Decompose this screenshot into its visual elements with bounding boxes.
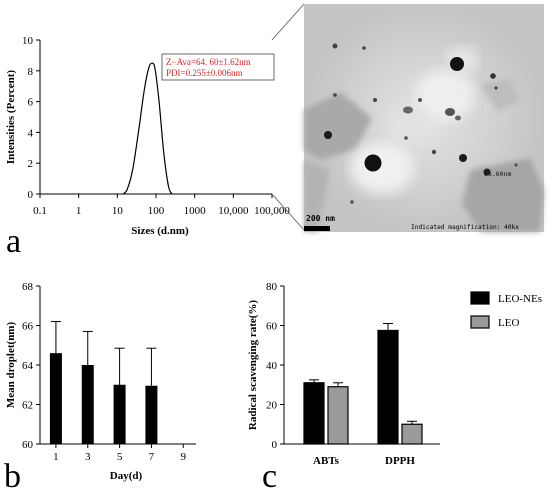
panel-label-a: a xyxy=(6,223,21,260)
y-tick-label: 0 xyxy=(272,439,278,451)
tem-image: 66.60nm 200 nm Indicated magnification: … xyxy=(304,4,544,232)
scale-bar xyxy=(304,226,330,231)
y-tick-label: 66 xyxy=(22,321,34,333)
y-tick-label: 20 xyxy=(266,400,278,412)
x-tick-label: 1 xyxy=(53,451,59,463)
bar xyxy=(145,385,158,444)
particle-size-label: 66.60nm xyxy=(484,170,511,178)
y-axis-label-b: Mean droplet(nm) xyxy=(5,322,17,409)
y-axis-label-c: Radical scavenging rate(%) xyxy=(247,300,259,430)
x-tick-label: 0.1 xyxy=(33,205,47,217)
scale-bar-label: 200 nm xyxy=(306,214,335,223)
y-tick-label: 64 xyxy=(22,360,34,372)
bar xyxy=(81,365,94,444)
legend-swatch xyxy=(470,291,490,305)
x-tick-label: 100 xyxy=(148,205,165,217)
x-tick-label: 3 xyxy=(85,451,91,463)
legend-label: LEO-NEs xyxy=(498,293,542,305)
connector-line-bottom xyxy=(271,193,305,231)
y-tick-label: 0 xyxy=(28,189,34,201)
y-tick-label: 6 xyxy=(28,97,34,109)
annotation-box xyxy=(161,53,275,81)
panel-label-c: c xyxy=(262,458,277,495)
x-tick-label: 9 xyxy=(181,451,187,463)
size-distribution-line xyxy=(122,62,173,195)
nanoparticle xyxy=(450,57,464,71)
x-category-label: ABTs xyxy=(313,455,340,467)
x-axis-label-b: Day(d) xyxy=(110,470,143,482)
x-tick-label: 1 xyxy=(76,205,82,217)
x-tick-label: 100,000 xyxy=(254,205,290,217)
bar-0 xyxy=(377,329,399,445)
legend: LEO-NEs LEO xyxy=(470,291,542,329)
y-tick-label: 2 xyxy=(28,158,34,170)
x-tick-label: 5 xyxy=(117,451,123,463)
y-tick-label: 4 xyxy=(28,127,34,139)
y-tick-label: 10 xyxy=(22,35,34,47)
z-average-annotation: Z−Ava=64. 60±1.62nm xyxy=(166,57,251,67)
radical-scavenging-chart: 0 20 40 60 80 ABTs DPPH Radical scavenging ra… xyxy=(247,281,542,495)
y-tick-label: 68 xyxy=(22,281,34,293)
y-tick-label: 62 xyxy=(22,400,33,412)
x-tick-label: 10,000 xyxy=(218,205,249,217)
mean-droplet-chart: 60 62 64 66 68 1 3 5 7 9 Mean droplet(nm) Day(d)… xyxy=(4,281,196,495)
bar xyxy=(49,353,62,444)
panel-label-b: b xyxy=(4,458,21,495)
bar-0 xyxy=(303,382,325,445)
y-tick-label: 60 xyxy=(22,439,34,451)
bar xyxy=(113,384,126,444)
x-tick-label: 7 xyxy=(149,451,155,463)
y-tick-label: 60 xyxy=(266,321,278,333)
x-axis-label-a: Sizes (d.nm) xyxy=(131,225,189,237)
y-tick-label: 40 xyxy=(266,360,278,372)
magnification-label: Indicated magnification: 40kx xyxy=(411,224,519,231)
legend-swatch xyxy=(470,315,490,329)
nanoparticle xyxy=(364,154,382,172)
bar-1 xyxy=(327,386,349,445)
bar-1 xyxy=(401,423,423,445)
x-category-label: DPPH xyxy=(385,455,415,467)
y-axis-label-a: Intensities (Percent) xyxy=(5,70,17,165)
x-tick-label: 10 xyxy=(112,205,124,217)
y-tick-label: 80 xyxy=(266,281,278,293)
x-tick-label: 1000 xyxy=(184,205,207,217)
connector-line-top xyxy=(271,3,305,41)
y-tick-label: 8 xyxy=(28,66,34,78)
pdi-annotation: PDI=0.255±0.006nm xyxy=(166,68,243,78)
legend-label: LEO xyxy=(498,317,519,329)
size-distribution-chart: 0 2 4 6 8 10 0.1 1 10 100 1000 10,000 100,000 Z−Ava… xyxy=(5,35,290,260)
